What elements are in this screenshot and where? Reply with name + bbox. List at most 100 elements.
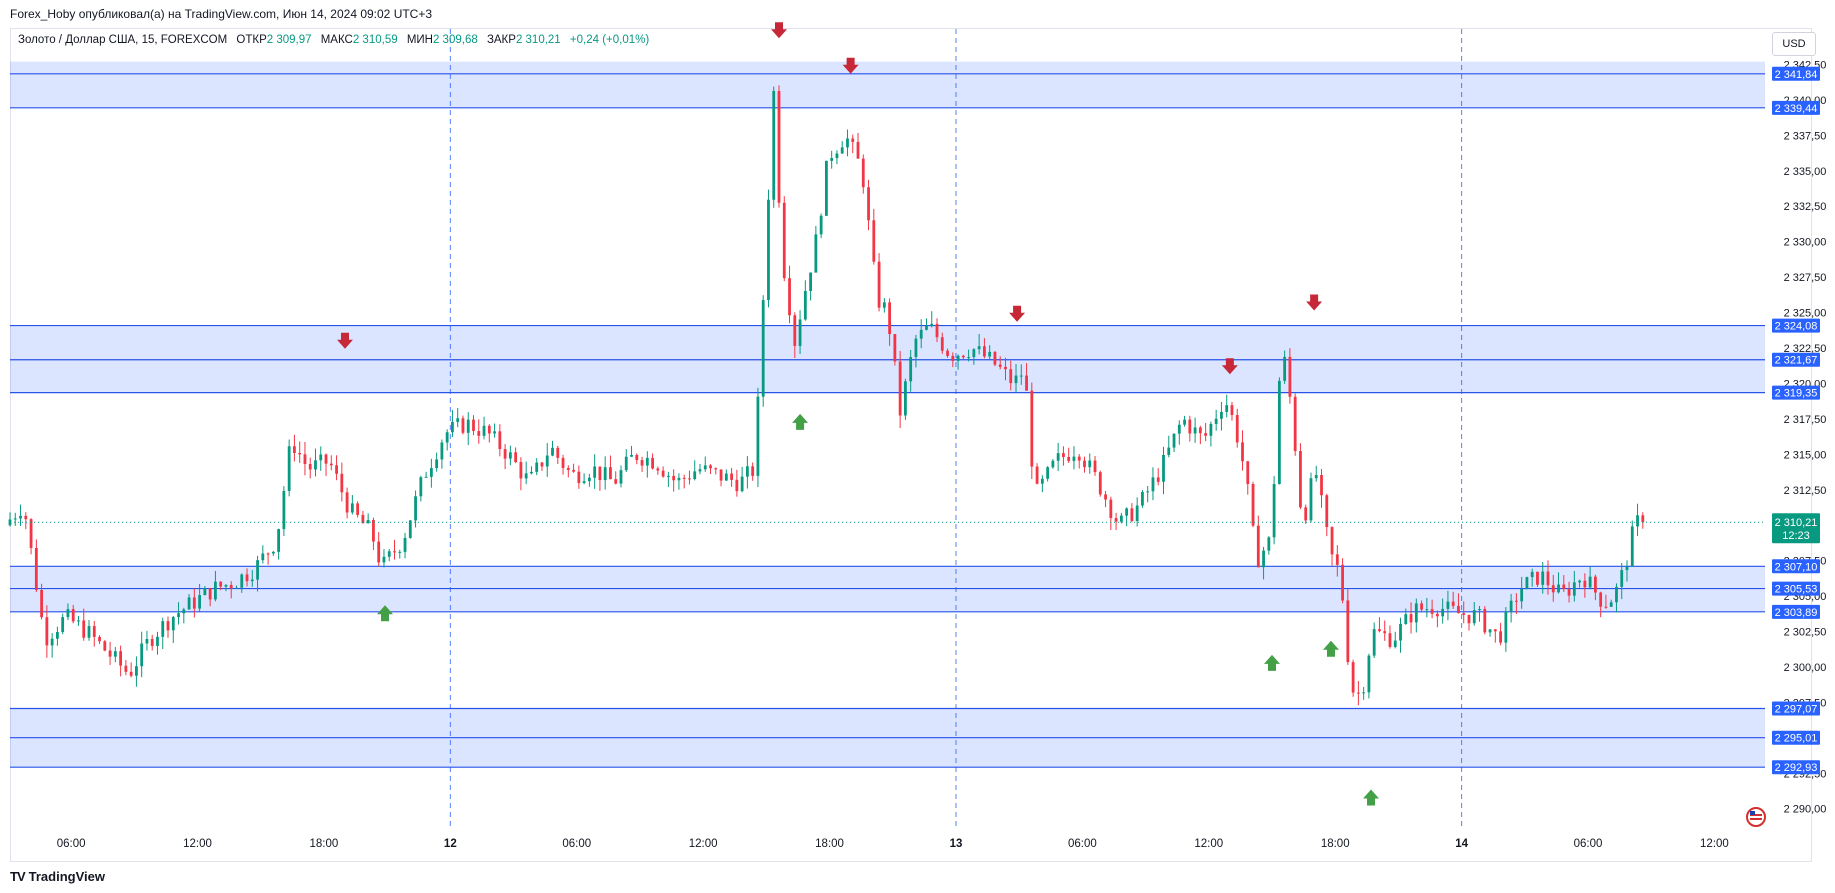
candle-body — [735, 479, 739, 492]
candle-body — [1636, 515, 1639, 527]
candle-body — [1162, 454, 1165, 482]
candle-body — [1056, 453, 1060, 461]
candle-body — [408, 520, 412, 538]
candle-body — [1030, 390, 1034, 467]
candle-body — [577, 471, 581, 484]
candle-body — [761, 300, 765, 397]
time-tick-label: 18:00 — [815, 838, 844, 850]
currency-button[interactable]: USD — [1772, 32, 1816, 56]
candle-body — [1062, 453, 1065, 458]
candle-body — [34, 547, 38, 590]
candle-body — [335, 465, 338, 474]
brand-name: TradingView — [28, 869, 105, 884]
candle-body — [1156, 477, 1160, 482]
candle-body — [156, 636, 159, 646]
candle-body — [1414, 603, 1418, 623]
candle-body — [303, 454, 307, 464]
candle-body — [1356, 692, 1360, 694]
candle-body — [1520, 589, 1524, 602]
candle-body — [56, 632, 59, 639]
candle-body — [988, 351, 992, 357]
candle-body — [177, 613, 180, 618]
tradingview-logo-icon: TV — [10, 869, 26, 884]
candle-body — [166, 621, 170, 631]
candle-body — [1446, 601, 1450, 609]
sell-arrow-icon — [842, 57, 859, 74]
candle-body — [540, 462, 544, 467]
candle-body — [1588, 576, 1592, 588]
candle-body — [29, 519, 33, 548]
level-price-label: 2 307,10 — [1775, 561, 1818, 573]
candle-body — [1378, 629, 1381, 632]
low-value: 2 309,68 — [432, 34, 478, 46]
candle-body — [1119, 515, 1123, 522]
candle-body — [856, 141, 860, 159]
candle-body — [145, 639, 149, 644]
candle-body — [956, 355, 960, 361]
candle-body — [861, 158, 865, 188]
candle-body — [561, 457, 565, 469]
candle-body — [356, 503, 360, 515]
candle-body — [1283, 356, 1287, 381]
candle-body — [1104, 494, 1107, 500]
tradingview-footer[interactable]: TV TradingView — [10, 869, 105, 884]
candle-body — [666, 475, 670, 477]
candle-body — [1630, 526, 1634, 567]
candle-body — [208, 588, 212, 600]
candle-body — [582, 481, 586, 484]
publisher-line: Forex_Hoby опубликовал(а) на TradingView… — [10, 7, 433, 21]
symbol-name[interactable]: Золото / Доллар США, 15, FOREXCOM — [18, 34, 228, 46]
candle-body — [1604, 606, 1608, 608]
candle-body — [1514, 600, 1518, 602]
candle-body — [909, 357, 913, 382]
candle-body — [619, 470, 623, 484]
level-price-tag — [1772, 581, 1820, 596]
candle-body — [435, 459, 439, 469]
level-price-label: 2 324,08 — [1775, 321, 1818, 333]
candle-body — [677, 477, 681, 481]
candle-body — [693, 471, 697, 480]
candle-body — [656, 468, 660, 471]
candle-body — [235, 587, 238, 589]
candle-body — [1183, 419, 1186, 425]
candle-body — [1177, 424, 1181, 434]
symbol-info-bar: Золото / Доллар США, 15, FOREXCOM ОТКР2 … — [18, 34, 649, 46]
candle-body — [914, 338, 918, 358]
level-price-label: 2 297,07 — [1775, 704, 1818, 716]
candle-body — [1493, 629, 1497, 632]
level-price-tag — [1772, 559, 1820, 574]
candle-body — [1251, 484, 1255, 526]
candle-body — [1478, 608, 1481, 611]
candle-body — [1225, 405, 1229, 412]
candle-body — [461, 418, 465, 433]
candle-body — [572, 469, 575, 472]
candle-body — [498, 431, 502, 450]
candle-body — [840, 147, 844, 154]
candle-body — [1557, 584, 1560, 593]
candle-body — [487, 425, 491, 434]
candle-body — [867, 187, 870, 221]
candle-body — [1546, 571, 1550, 586]
candle-body — [972, 349, 976, 358]
candle-body — [1262, 550, 1265, 568]
candle-body — [19, 515, 22, 519]
candle-body — [414, 496, 417, 521]
candle-body — [1425, 609, 1429, 611]
candle-body — [1509, 600, 1513, 612]
candle-body — [1046, 467, 1050, 479]
close-value: 2 310,21 — [515, 34, 561, 46]
support-resistance-zone — [10, 325, 1765, 393]
candle-body — [135, 666, 138, 676]
candle-body — [1430, 609, 1434, 614]
candle-body — [77, 620, 80, 622]
candle-body — [345, 492, 349, 513]
candle-body — [271, 551, 275, 554]
day-tick-label: 14 — [1455, 838, 1468, 850]
candle-body — [977, 346, 981, 350]
candle-body — [456, 418, 460, 422]
candle-body — [82, 620, 86, 638]
candle-body — [1188, 419, 1192, 434]
candle-body — [1488, 629, 1492, 633]
level-price-tag — [1772, 760, 1820, 775]
